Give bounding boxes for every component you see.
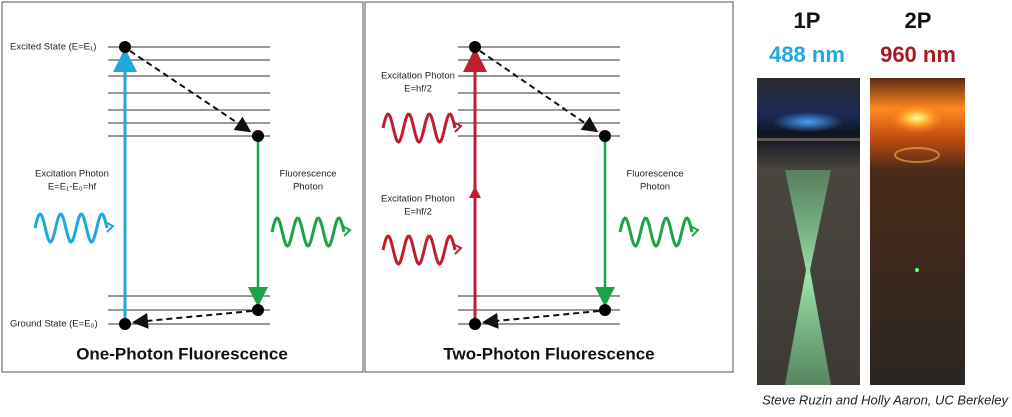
wavelength-label: 960 nm	[880, 42, 956, 67]
level-label: Excited State (E=E₁)	[10, 42, 96, 53]
relaxation-arrow	[479, 50, 599, 133]
wave	[33, 212, 109, 244]
photo-1p	[757, 78, 860, 385]
dots	[469, 41, 611, 330]
panel-title: One-Photon Fluorescence	[76, 344, 288, 363]
relaxation-arrow	[129, 50, 252, 133]
photon-label: Photon	[293, 182, 323, 193]
photon-label: E=E₁-E₀=hf	[48, 182, 97, 193]
photo-label: 2P	[905, 8, 932, 33]
dots	[119, 41, 264, 330]
wave-arrow	[104, 221, 115, 233]
wave-arrow	[452, 243, 463, 255]
mid-arrowhead	[469, 186, 481, 198]
credit: Steve Ruzin and Holly Aaron, UC Berkeley	[762, 392, 1009, 407]
photon-label: Excitation Photon	[35, 169, 109, 180]
photon-label: E=hf/2	[404, 207, 432, 218]
relaxation-arrow	[482, 310, 600, 329]
wave-arrow	[689, 225, 700, 237]
level-label: Ground State (E=E₀)	[10, 319, 98, 330]
photon-label: Fluorescence	[279, 169, 336, 180]
panel-title: Two-Photon Fluorescence	[443, 344, 654, 363]
photon-label: E=hf/2	[404, 84, 432, 95]
photon-label: Fluorescence	[626, 169, 683, 180]
wave	[381, 234, 457, 266]
photo-2p	[870, 78, 965, 385]
photo-label: 1P	[794, 8, 821, 33]
wavelength-label: 488 nm	[769, 42, 845, 67]
photon-waves	[33, 112, 700, 266]
photon-label: Excitation Photon	[381, 194, 455, 205]
wave	[270, 216, 346, 248]
wave-arrow	[341, 225, 352, 237]
photon-label: Excitation Photon	[381, 71, 455, 82]
wave-arrow	[452, 121, 463, 133]
photon-label: Photon	[640, 182, 670, 193]
wave	[381, 112, 457, 144]
wave	[618, 216, 694, 248]
energy-levels	[108, 46, 270, 325]
